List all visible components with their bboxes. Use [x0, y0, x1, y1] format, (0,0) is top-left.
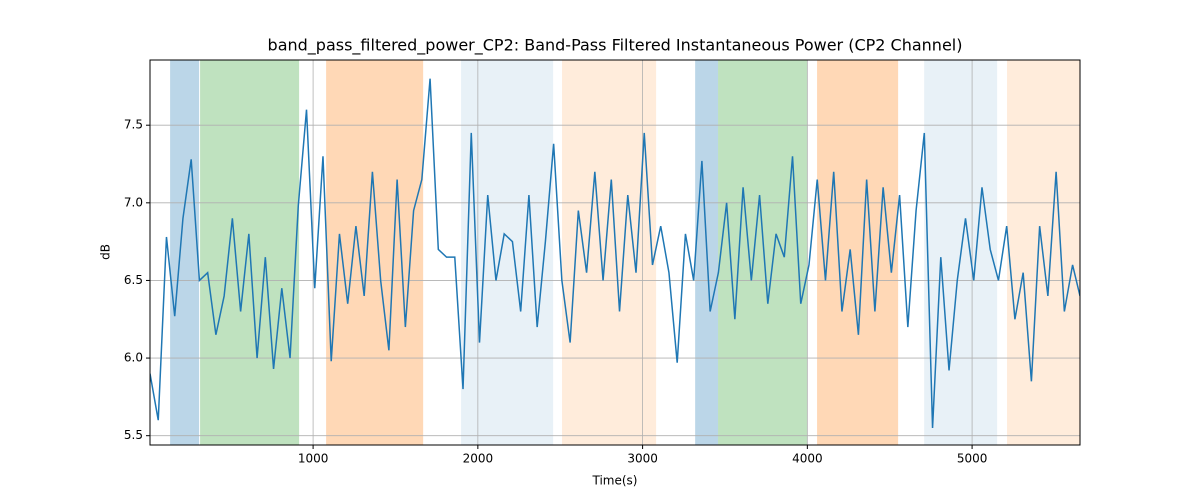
- shaded-span: [461, 60, 554, 445]
- data-line: [150, 78, 1080, 428]
- x-tick-label: 3000: [627, 452, 658, 466]
- shaded-span: [1007, 60, 1080, 445]
- x-tick-label: 5000: [957, 452, 988, 466]
- y-tick-label: 7.0: [124, 195, 143, 209]
- y-tick-label: 7.5: [124, 118, 143, 132]
- x-tick-label: 1000: [298, 452, 329, 466]
- y-tick-label: 6.5: [124, 273, 143, 287]
- shaded-span: [718, 60, 808, 445]
- shaded-span: [326, 60, 424, 445]
- x-tick-label: 4000: [792, 452, 823, 466]
- y-tick-label: 6.0: [124, 351, 143, 365]
- plot-frame: [149, 59, 1081, 446]
- chart-title: band_pass_filtered_power_CP2: Band-Pass …: [268, 36, 963, 56]
- shaded-span: [562, 60, 657, 445]
- shaded-span: [817, 60, 899, 445]
- x-tick-label: 2000: [463, 452, 494, 466]
- shaded-span: [170, 60, 200, 445]
- y-axis-label: dB: [99, 244, 113, 260]
- x-axis-label: Time(s): [592, 474, 638, 488]
- y-tick-label: 5.5: [124, 428, 143, 442]
